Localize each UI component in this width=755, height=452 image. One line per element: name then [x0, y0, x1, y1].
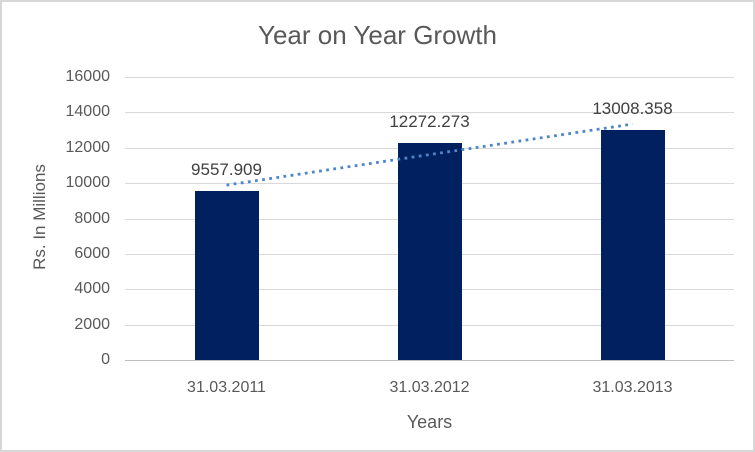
plot-area: 9557.909 12272.273 13008.358 — [125, 77, 734, 361]
bar-data-label: 9557.909 — [191, 159, 262, 179]
y-tick-label: 4000 — [74, 280, 110, 298]
chart-title: Year on Year Growth — [258, 20, 497, 50]
y-tick-label: 14000 — [65, 103, 111, 121]
y-tick-label: 2000 — [74, 315, 110, 333]
bar-31.03.2011 — [194, 190, 259, 360]
y-tick-label: 0 — [101, 351, 110, 368]
bar-data-label: 12272.273 — [389, 111, 470, 131]
bar-31.03.2013 — [600, 129, 665, 360]
y-tick-label: 8000 — [74, 209, 110, 227]
x-axis-title: Years — [406, 412, 453, 432]
y-tick-label: 16000 — [65, 68, 111, 85]
x-tick-label: 31.03.2011 — [187, 379, 266, 396]
gridline — [125, 112, 734, 114]
x-tick-label: 31.03.2013 — [592, 379, 673, 396]
bar-31.03.2012 — [397, 142, 462, 360]
x-tick-label: 31.03.2012 — [389, 379, 470, 396]
gridline — [125, 77, 734, 78]
y-tick-label: 6000 — [74, 244, 110, 262]
y-tick-label: 12000 — [65, 138, 111, 156]
bar-data-label: 13008.358 — [592, 98, 673, 118]
y-tick-label: 10000 — [65, 174, 111, 192]
